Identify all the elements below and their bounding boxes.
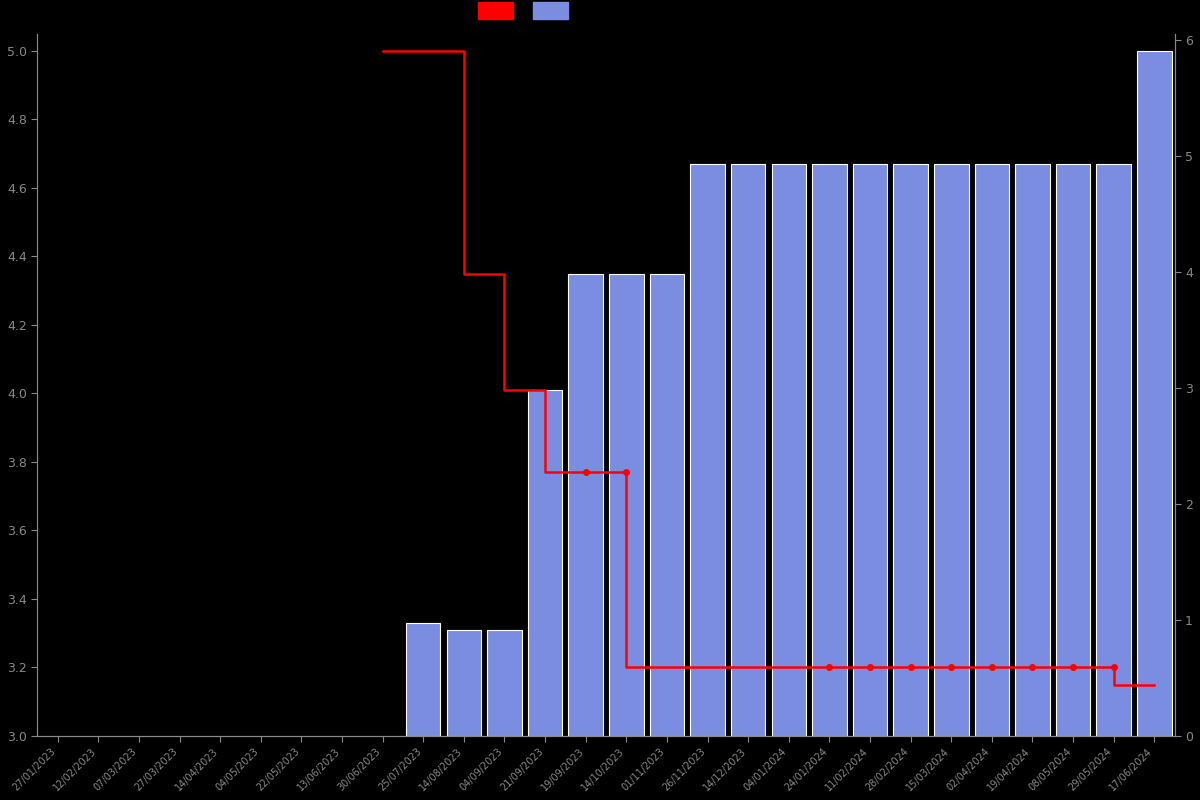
Bar	[731, 164, 766, 736]
Bar	[649, 274, 684, 736]
Bar	[1015, 164, 1050, 736]
Bar	[1056, 164, 1091, 736]
Bar	[487, 630, 522, 736]
Bar	[974, 164, 1009, 736]
Bar	[853, 164, 887, 736]
Bar	[772, 164, 806, 736]
Bar	[1138, 51, 1171, 736]
Legend: , : ,	[478, 2, 575, 19]
Bar	[569, 274, 602, 736]
Bar	[1097, 164, 1130, 736]
Bar	[528, 390, 563, 736]
Bar	[690, 164, 725, 736]
Bar	[446, 630, 481, 736]
Bar	[893, 164, 928, 736]
Bar	[406, 623, 440, 736]
Bar	[610, 274, 643, 736]
Bar	[812, 164, 847, 736]
Bar	[934, 164, 968, 736]
